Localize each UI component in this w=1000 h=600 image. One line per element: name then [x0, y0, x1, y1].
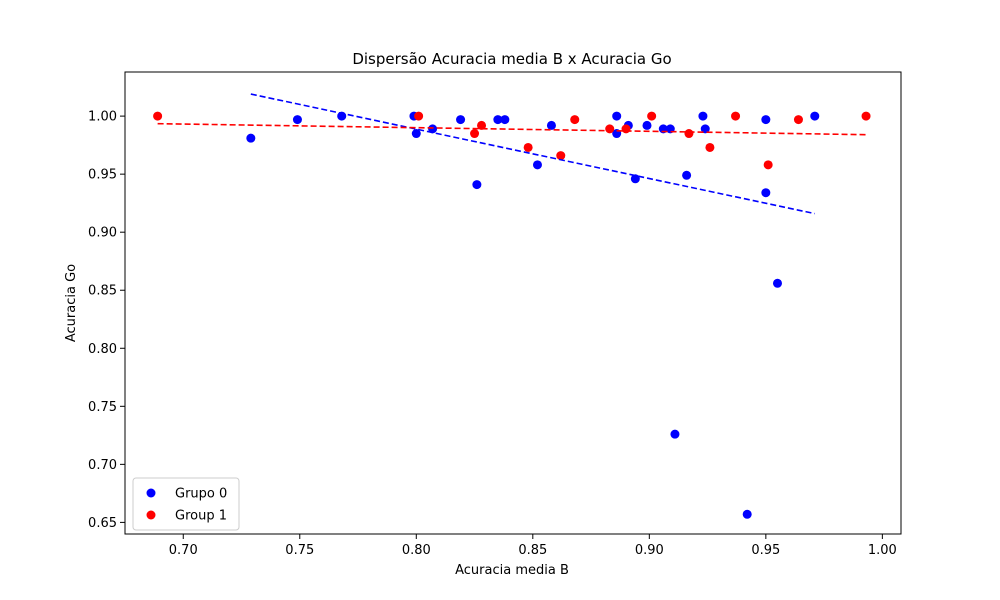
data-point-series-0 [682, 170, 692, 180]
data-point-series-0 [700, 124, 710, 134]
x-tick-label: 0.90 [635, 543, 664, 558]
data-point-series-1 [793, 115, 803, 125]
data-point-series-1 [153, 111, 163, 121]
legend-marker-series-0 [146, 488, 156, 498]
data-point-series-1 [763, 160, 773, 170]
data-point-series-0 [772, 278, 782, 288]
y-tick-label: 0.65 [88, 516, 117, 531]
data-point-series-0 [761, 188, 771, 198]
data-point-series-0 [670, 429, 680, 439]
x-tick-label: 0.75 [285, 543, 314, 558]
data-point-series-0 [493, 115, 503, 125]
y-tick-label: 0.80 [88, 342, 117, 357]
y-tick-label: 0.95 [88, 168, 117, 183]
data-point-series-1 [605, 124, 615, 134]
data-point-series-0 [761, 115, 771, 125]
data-point-series-1 [556, 151, 566, 161]
data-point-series-0 [428, 124, 438, 134]
legend-label-series-1: Group 1 [175, 509, 227, 524]
data-point-series-0 [246, 133, 256, 143]
data-point-series-1 [861, 111, 871, 121]
y-axis-label: Acuracia Go [64, 264, 79, 342]
data-point-series-0 [642, 120, 652, 130]
plot-area [153, 93, 871, 519]
data-point-series-0 [810, 111, 820, 121]
data-point-series-1 [477, 120, 487, 130]
data-point-series-0 [698, 111, 708, 121]
data-point-series-1 [414, 111, 424, 121]
trend-line-series-1 [157, 122, 867, 136]
x-axis-label: Acuracia media B [455, 563, 569, 578]
x-axis: 0.70 0.75 0.80 0.85 0.90 0.95 1.00 [169, 534, 897, 558]
legend-label-series-0: Grupo 0 [175, 487, 227, 502]
legend: Grupo 0 Group 1 [132, 477, 240, 531]
x-tick-label: 0.80 [402, 543, 431, 558]
x-tick-label: 1.00 [868, 543, 897, 558]
data-point-series-1 [621, 124, 631, 134]
data-point-series-1 [523, 142, 533, 152]
data-point-series-0 [532, 160, 542, 170]
trend-line-series-0 [250, 93, 815, 215]
axes-frame [124, 71, 902, 535]
y-tick-label: 0.70 [88, 458, 117, 473]
data-point-series-1 [570, 115, 580, 125]
legend-box [132, 477, 240, 531]
data-point-series-1 [684, 129, 694, 139]
data-point-series-0 [546, 120, 556, 130]
data-point-series-1 [647, 111, 657, 121]
y-tick-label: 0.90 [88, 226, 117, 241]
y-tick-label: 0.85 [88, 284, 117, 299]
data-point-series-1 [705, 142, 715, 152]
data-point-series-0 [411, 129, 421, 139]
x-tick-label: 0.95 [751, 543, 780, 558]
data-point-series-0 [630, 174, 640, 184]
data-point-series-0 [456, 115, 466, 125]
y-tick-label: 1.00 [88, 110, 117, 125]
data-point-series-0 [472, 180, 482, 190]
x-tick-label: 0.70 [169, 543, 198, 558]
data-point-series-0 [742, 509, 752, 519]
data-point-series-1 [731, 111, 741, 121]
data-point-series-0 [612, 111, 622, 121]
chart-title: Dispersão Acuracia media B x Acuracia Go [352, 50, 671, 68]
legend-marker-series-1 [146, 510, 156, 520]
y-axis: 0.65 0.70 0.75 0.80 0.85 0.90 0.95 1.00 [88, 110, 125, 531]
x-tick-label: 0.85 [518, 543, 547, 558]
data-point-series-0 [292, 115, 302, 125]
data-point-series-0 [500, 115, 510, 125]
y-tick-label: 0.75 [88, 400, 117, 415]
data-point-series-1 [470, 129, 480, 139]
